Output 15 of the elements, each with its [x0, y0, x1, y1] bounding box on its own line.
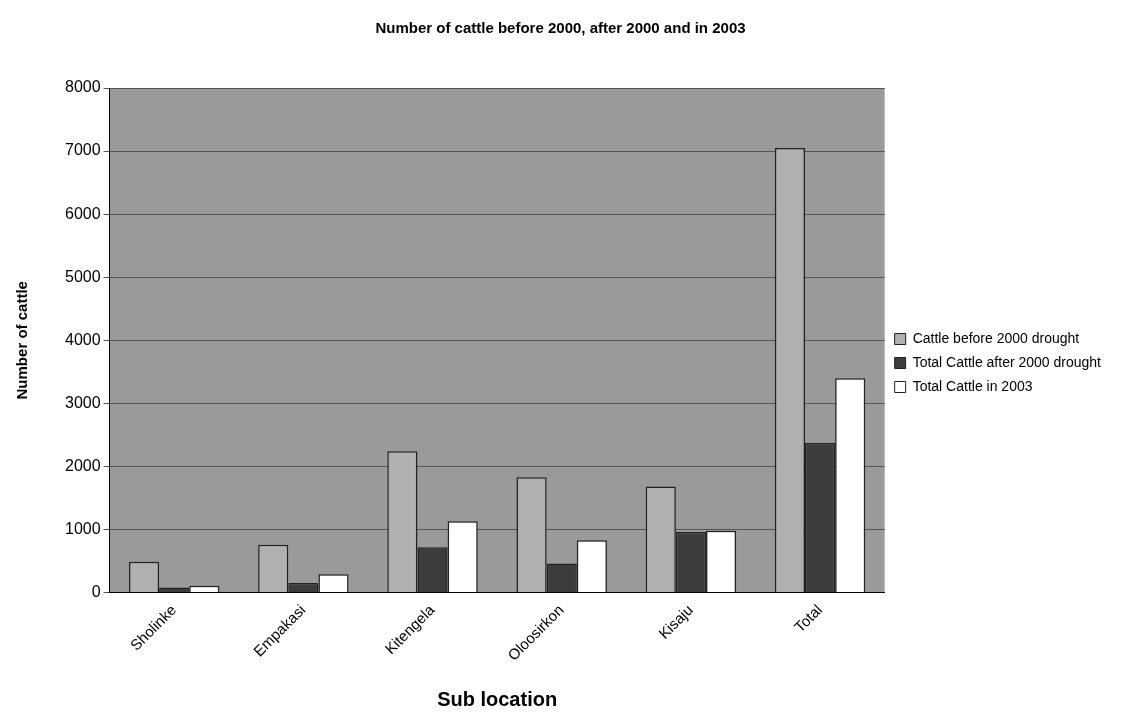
y-tick-label: 5000	[65, 267, 101, 285]
legend-label: Total Cattle in 2003	[912, 377, 1033, 394]
y-tick-label: 0	[91, 582, 101, 600]
y-tick-label: 7000	[65, 141, 101, 159]
y-tick-label: 1000	[65, 519, 101, 537]
y-tick-label: 3000	[65, 393, 101, 411]
y-tick-label: 4000	[65, 330, 101, 348]
y-axis-title: Number of cattle	[13, 281, 31, 400]
x-axis-title: Sub location	[437, 687, 558, 710]
y-tick-label: 2000	[65, 456, 101, 474]
y-tick-label: 6000	[65, 204, 101, 222]
chart-title: Number of cattle before 2000, after 2000 and in 2003	[375, 19, 746, 37]
y-tick-label: 8000	[65, 78, 101, 96]
legend-label: Cattle before 2000 drought	[912, 329, 1080, 346]
legend-label: Total Cattle after 2000 drought	[912, 353, 1102, 370]
